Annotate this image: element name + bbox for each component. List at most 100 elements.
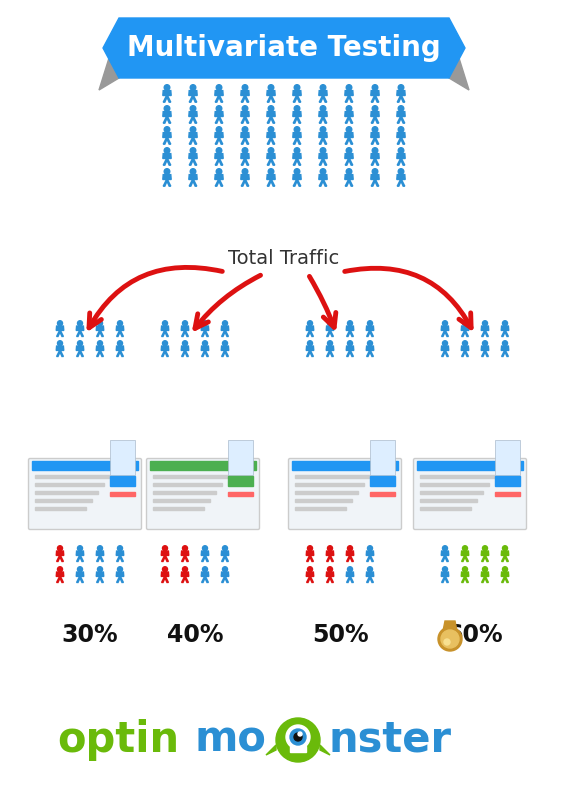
Polygon shape [296, 159, 301, 165]
Polygon shape [329, 555, 333, 562]
Polygon shape [184, 555, 189, 562]
Polygon shape [204, 350, 208, 357]
Polygon shape [348, 159, 353, 165]
Polygon shape [116, 346, 124, 350]
Polygon shape [181, 326, 189, 331]
Circle shape [367, 341, 373, 346]
Polygon shape [77, 331, 81, 336]
Polygon shape [97, 555, 101, 562]
Circle shape [442, 567, 448, 572]
Polygon shape [76, 572, 84, 577]
Polygon shape [462, 555, 466, 562]
Bar [420, 491, 483, 494]
Polygon shape [441, 346, 449, 350]
Polygon shape [215, 133, 223, 137]
Polygon shape [441, 551, 449, 555]
Polygon shape [345, 159, 350, 165]
Polygon shape [366, 555, 371, 562]
Text: 30%: 30% [62, 623, 118, 647]
Circle shape [462, 321, 467, 326]
Polygon shape [267, 174, 275, 180]
Polygon shape [116, 331, 121, 336]
Polygon shape [218, 137, 223, 144]
Bar [295, 491, 358, 494]
Polygon shape [116, 572, 124, 577]
Polygon shape [461, 551, 469, 555]
Polygon shape [218, 180, 223, 186]
Polygon shape [349, 331, 353, 336]
Bar [35, 491, 98, 494]
Circle shape [328, 321, 332, 326]
Circle shape [320, 148, 326, 153]
Polygon shape [163, 180, 168, 186]
Polygon shape [241, 159, 246, 165]
Circle shape [118, 321, 123, 326]
Circle shape [462, 546, 467, 551]
Polygon shape [241, 95, 246, 103]
Bar [420, 475, 495, 478]
Polygon shape [119, 577, 123, 582]
Text: Multivariate Testing: Multivariate Testing [127, 34, 441, 62]
Polygon shape [481, 551, 489, 555]
Bar [495, 440, 520, 475]
Polygon shape [322, 159, 327, 165]
Text: nster: nster [328, 719, 452, 761]
Polygon shape [345, 91, 353, 95]
Polygon shape [201, 572, 209, 577]
Circle shape [307, 321, 312, 326]
Polygon shape [202, 350, 206, 357]
Polygon shape [504, 331, 508, 336]
Polygon shape [319, 154, 327, 159]
Polygon shape [326, 551, 334, 555]
Bar [110, 476, 135, 486]
Polygon shape [267, 95, 272, 103]
Circle shape [348, 546, 353, 551]
Polygon shape [161, 577, 166, 582]
Polygon shape [189, 117, 194, 123]
Polygon shape [461, 326, 469, 331]
Polygon shape [119, 350, 123, 357]
Polygon shape [99, 555, 103, 562]
Polygon shape [80, 350, 83, 357]
Polygon shape [218, 159, 223, 165]
Circle shape [320, 169, 326, 174]
Polygon shape [307, 577, 311, 582]
Circle shape [503, 341, 508, 346]
Polygon shape [267, 154, 275, 159]
Circle shape [503, 567, 508, 572]
Bar [295, 483, 364, 486]
Polygon shape [76, 551, 84, 555]
Polygon shape [293, 95, 298, 103]
Polygon shape [161, 346, 169, 350]
Bar [153, 483, 222, 486]
Bar [295, 475, 370, 478]
Polygon shape [59, 331, 64, 336]
Polygon shape [444, 555, 448, 562]
Bar [35, 507, 86, 510]
Polygon shape [96, 346, 104, 350]
Circle shape [398, 106, 404, 111]
Polygon shape [267, 91, 275, 95]
Circle shape [216, 127, 222, 133]
Circle shape [294, 169, 300, 174]
Polygon shape [346, 346, 354, 350]
Circle shape [462, 341, 467, 346]
Polygon shape [181, 551, 189, 555]
Circle shape [57, 321, 62, 326]
Polygon shape [163, 137, 168, 144]
Circle shape [190, 84, 196, 90]
Bar [420, 499, 477, 502]
Polygon shape [224, 555, 228, 562]
Polygon shape [215, 159, 220, 165]
Polygon shape [345, 174, 353, 180]
Polygon shape [374, 95, 379, 103]
Polygon shape [310, 577, 314, 582]
Polygon shape [57, 331, 61, 336]
Polygon shape [270, 137, 275, 144]
Polygon shape [319, 95, 324, 103]
Polygon shape [202, 555, 206, 562]
Polygon shape [306, 551, 314, 555]
Polygon shape [244, 95, 249, 103]
Polygon shape [270, 95, 275, 103]
Polygon shape [204, 331, 208, 336]
